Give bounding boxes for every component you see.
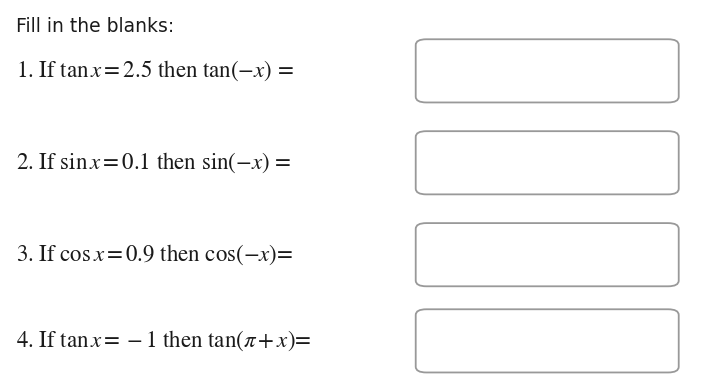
FancyBboxPatch shape (416, 39, 679, 103)
Text: 4. If $\tan x = -1$ then $\tan(\pi + x)$=: 4. If $\tan x = -1$ then $\tan(\pi + x)$… (16, 329, 311, 353)
FancyBboxPatch shape (416, 223, 679, 286)
Text: Fill in the blanks:: Fill in the blanks: (16, 17, 174, 36)
Text: 3. If $\cos x = 0.9$ then $\cos(-x)$=: 3. If $\cos x = 0.9$ then $\cos(-x)$= (16, 242, 293, 267)
Text: 2. If $\sin x = 0.1$ then $\sin(-x)$ =: 2. If $\sin x = 0.1$ then $\sin(-x)$ = (16, 151, 291, 175)
FancyBboxPatch shape (416, 131, 679, 195)
FancyBboxPatch shape (416, 309, 679, 372)
Text: 1. If $\tan x = 2.5$ then $\tan(-x)$ =: 1. If $\tan x = 2.5$ then $\tan(-x)$ = (16, 59, 293, 83)
